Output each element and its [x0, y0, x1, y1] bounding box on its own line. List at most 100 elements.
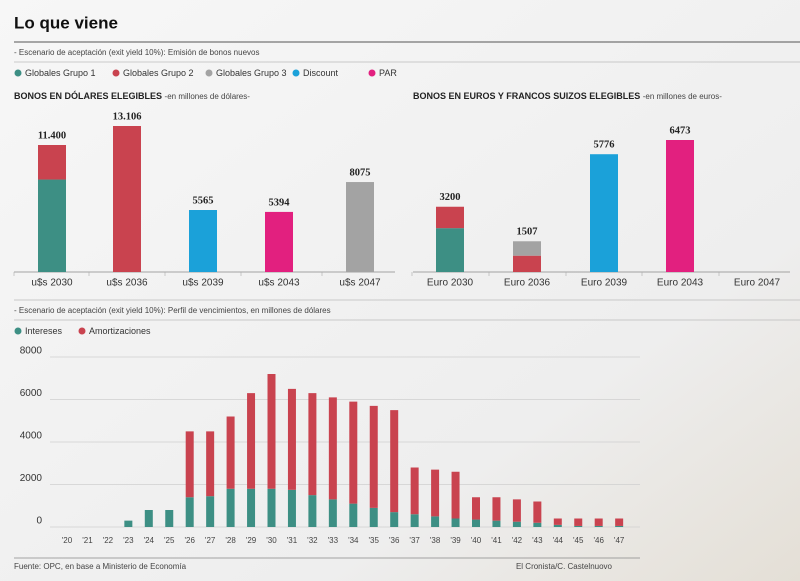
y-tick-label: 8000 — [20, 346, 43, 357]
legend-swatch — [292, 69, 300, 77]
legend-label: Globales Grupo 2 — [123, 68, 194, 78]
bar-segment — [492, 520, 501, 527]
x-tick-label: '21 — [82, 536, 93, 545]
x-tick-label: Euro 2039 — [581, 278, 628, 289]
x-tick-label: '46 — [593, 536, 604, 545]
legend-swatch — [78, 327, 86, 335]
bar-segment — [513, 241, 541, 256]
legend-label: Globales Grupo 1 — [25, 68, 96, 78]
bar-segment — [451, 471, 460, 519]
y-tick-label: 4000 — [20, 431, 43, 442]
x-tick-label: '39 — [450, 536, 461, 545]
bar-segment — [189, 210, 217, 272]
y-tick-label: 0 — [36, 516, 42, 527]
bar-segment — [533, 501, 542, 523]
x-tick-label: '20 — [62, 536, 73, 545]
bar-segment — [38, 179, 66, 272]
x-tick-label: '23 — [123, 536, 134, 545]
bar-segment — [349, 503, 358, 527]
chart-title: BONOS EN EUROS Y FRANCOS SUIZOS ELEGIBLE… — [413, 91, 640, 101]
x-tick-label: '30 — [266, 536, 277, 545]
x-tick-label: u$s 2030 — [31, 278, 73, 289]
x-tick-label: '41 — [491, 536, 502, 545]
bar-segment — [185, 497, 194, 527]
chart-title: BONOS EN DÓLARES ELEGIBLES -en millones … — [14, 90, 250, 101]
bar-segment — [666, 140, 694, 272]
x-tick-label: '24 — [144, 536, 155, 545]
x-tick-label: '27 — [205, 536, 216, 545]
legend-swatch — [14, 327, 22, 335]
total-label: 8075 — [350, 167, 371, 178]
x-tick-label: '34 — [348, 536, 359, 545]
total-label: 1507 — [517, 227, 538, 238]
credit: El Cronista/C. Castelnuovo — [516, 562, 613, 571]
x-tick-label: u$s 2043 — [258, 278, 300, 289]
bar-segment — [431, 516, 440, 527]
bar-segment — [472, 519, 480, 527]
bar-segment — [308, 393, 317, 496]
page-title: Lo que viene — [14, 13, 118, 32]
bar-segment — [265, 211, 293, 272]
bar-segment — [349, 401, 358, 504]
legend-label: Amortizaciones — [89, 326, 151, 336]
x-tick-label: '38 — [430, 536, 441, 545]
legend-label: PAR — [379, 68, 397, 78]
bar-segment — [369, 507, 378, 527]
x-tick-label: Euro 2036 — [504, 278, 551, 289]
x-tick-label: '22 — [103, 536, 114, 545]
bar-segment — [226, 488, 235, 527]
legend-swatch — [112, 69, 120, 77]
bar-segment — [390, 512, 399, 527]
legend-label: Globales Grupo 3 — [216, 68, 287, 78]
bar-segment — [38, 145, 66, 180]
x-tick-label: Euro 2043 — [657, 278, 704, 289]
bar-segment — [436, 206, 464, 229]
x-tick-label: '45 — [573, 536, 584, 545]
bar-segment — [267, 374, 276, 489]
bar-segment — [451, 518, 460, 527]
bar-segment — [308, 495, 317, 527]
bar-segment — [492, 497, 501, 521]
bar-segment — [410, 467, 419, 515]
x-tick-label: '40 — [471, 536, 482, 545]
x-tick-label: '36 — [389, 536, 400, 545]
bar-segment — [594, 525, 603, 527]
total-label: 6473 — [670, 125, 691, 136]
x-tick-label: '25 — [164, 536, 175, 545]
chart-subtitle: -en millones de dólares- — [165, 92, 251, 101]
x-tick-label: '31 — [287, 536, 298, 545]
bar-segment — [328, 397, 337, 500]
x-tick-label: '35 — [369, 536, 380, 545]
x-tick-label: '32 — [307, 536, 318, 545]
x-tick-label: '29 — [246, 536, 257, 545]
bar-segment — [574, 518, 583, 526]
x-tick-label: u$s 2047 — [339, 278, 381, 289]
bar-segment — [512, 499, 521, 522]
chart-title: BONOS EN EUROS Y FRANCOS SUIZOS ELEGIBLE… — [413, 91, 722, 101]
bar-segment — [472, 497, 480, 520]
legend-label: Intereses — [25, 326, 63, 336]
x-tick-label: '28 — [225, 536, 236, 545]
bar-segment — [574, 525, 583, 527]
bar-segment — [165, 510, 174, 527]
y-tick-label: 6000 — [20, 388, 43, 399]
x-tick-label: Euro 2030 — [427, 278, 474, 289]
x-tick-label: Euro 2047 — [734, 278, 781, 289]
x-tick-label: '33 — [328, 536, 339, 545]
chart-subtitle: -en millones de euros- — [643, 92, 722, 101]
x-tick-label: '37 — [409, 536, 420, 545]
chart-title: BONOS EN DÓLARES ELEGIBLES — [14, 90, 162, 101]
bar-segment — [512, 521, 521, 527]
bar-segment — [226, 416, 235, 489]
x-tick-label: '47 — [614, 536, 625, 545]
bar-segment — [287, 388, 296, 490]
bar-segment — [247, 393, 256, 489]
bar-segment — [390, 410, 399, 513]
x-tick-label: '43 — [532, 536, 543, 545]
bar-segment — [328, 499, 337, 527]
bar-segment — [206, 496, 215, 527]
bar-segment — [410, 514, 419, 527]
x-tick-label: u$s 2039 — [182, 278, 224, 289]
bar-segment — [533, 522, 542, 527]
y-tick-label: 2000 — [20, 473, 43, 484]
